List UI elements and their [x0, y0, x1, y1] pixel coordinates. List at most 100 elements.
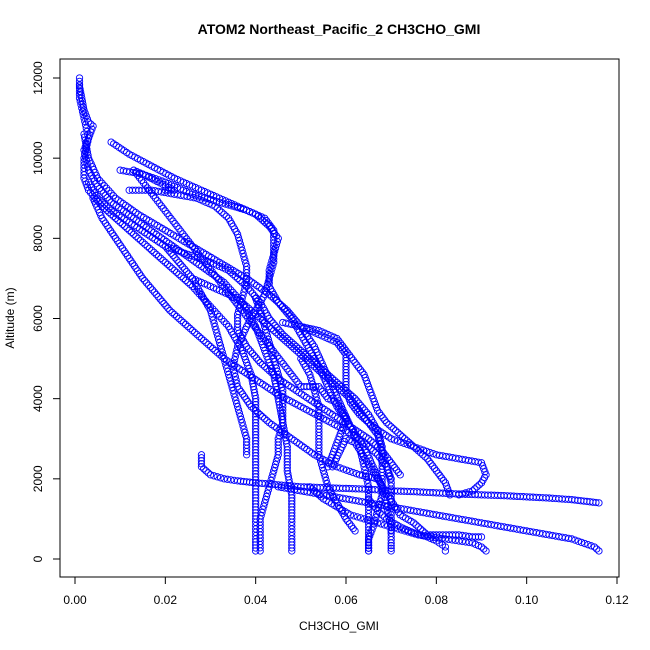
data-point: [247, 306, 255, 315]
data-point: [160, 299, 168, 308]
data-point: [277, 380, 285, 388]
data-point: [202, 338, 210, 347]
data-point: [265, 483, 273, 491]
data-point: [335, 384, 343, 393]
data-point: [306, 370, 314, 379]
data-point: [220, 210, 228, 218]
data-point: [348, 401, 356, 409]
data-point: [358, 368, 366, 376]
data-point: [336, 343, 345, 352]
data-point: [315, 366, 323, 375]
data-point: [310, 386, 319, 395]
data-point: [331, 380, 339, 389]
data-point: [393, 437, 402, 445]
data-series: [197, 451, 603, 507]
data-point: [370, 426, 378, 434]
data-point: [143, 242, 151, 251]
data-point: [426, 448, 434, 457]
data-point: [269, 470, 277, 478]
series-layer: [75, 74, 603, 555]
data-point: [220, 317, 228, 326]
data-point: [319, 370, 328, 379]
data-point: [592, 498, 600, 507]
y-tick-label: 6000: [31, 305, 45, 332]
data-point: [346, 399, 355, 407]
data-point: [451, 536, 460, 545]
data-point: [233, 342, 242, 351]
data-point: [427, 459, 435, 468]
data-point: [181, 249, 189, 257]
data-point: [355, 411, 364, 419]
data-point: [335, 337, 343, 345]
data-point: [177, 272, 185, 281]
data-point: [346, 395, 355, 403]
data-point: [396, 431, 404, 439]
data-point: [215, 312, 224, 321]
data-point: [475, 481, 483, 489]
data-point: [270, 463, 279, 472]
data-point: [317, 460, 326, 469]
data-point: [239, 422, 247, 430]
data-point: [235, 409, 244, 417]
data-point: [416, 525, 425, 533]
data-point: [322, 476, 330, 485]
data-point: [346, 391, 355, 399]
data-point: [272, 364, 281, 372]
data-point: [259, 316, 267, 324]
data-point: [220, 283, 228, 291]
data-point: [87, 120, 95, 128]
data-point: [375, 409, 384, 417]
data-point: [328, 378, 337, 387]
data-point: [169, 217, 177, 225]
data-point: [387, 544, 395, 552]
data-point: [429, 462, 437, 470]
data-point: [271, 460, 280, 469]
data-point: [340, 348, 348, 356]
data-point: [306, 483, 314, 491]
data-point: [376, 440, 384, 449]
data-point: [595, 499, 603, 507]
data-point: [373, 507, 382, 515]
data-point: [345, 351, 354, 360]
data-point: [338, 342, 347, 350]
data-point: [383, 466, 392, 474]
data-point: [387, 539, 395, 547]
data-point: [254, 356, 262, 364]
data-point: [232, 396, 240, 404]
data-point: [263, 281, 272, 289]
data-point: [267, 292, 276, 301]
data-point: [263, 417, 271, 425]
data-point: [396, 471, 404, 479]
data-point: [218, 208, 226, 216]
data-point: [262, 284, 271, 292]
data-point: [153, 197, 161, 205]
data-point: [83, 141, 91, 149]
data-point: [377, 494, 385, 502]
data-point: [263, 364, 271, 373]
data-point: [278, 303, 286, 311]
data-point: [260, 502, 268, 510]
data-point: [213, 473, 221, 481]
data-point: [288, 342, 296, 351]
data-point: [130, 230, 138, 238]
data-point: [356, 366, 365, 374]
data-point: [264, 219, 272, 227]
data-point: [391, 463, 399, 472]
data-series: [297, 354, 359, 535]
data-point: [262, 217, 271, 225]
data-point: [474, 533, 483, 541]
data-point: [381, 416, 389, 424]
data-point: [292, 346, 300, 355]
data-point: [277, 328, 285, 336]
data-point: [232, 298, 240, 307]
data-point: [172, 312, 181, 321]
data-point: [276, 301, 284, 309]
data-point: [105, 187, 113, 195]
data-point: [175, 270, 183, 279]
data-point: [258, 313, 266, 321]
data-point: [166, 306, 174, 315]
data-point: [321, 473, 329, 481]
data-point: [280, 305, 288, 313]
data-point: [186, 272, 195, 280]
data-point: [202, 467, 210, 475]
